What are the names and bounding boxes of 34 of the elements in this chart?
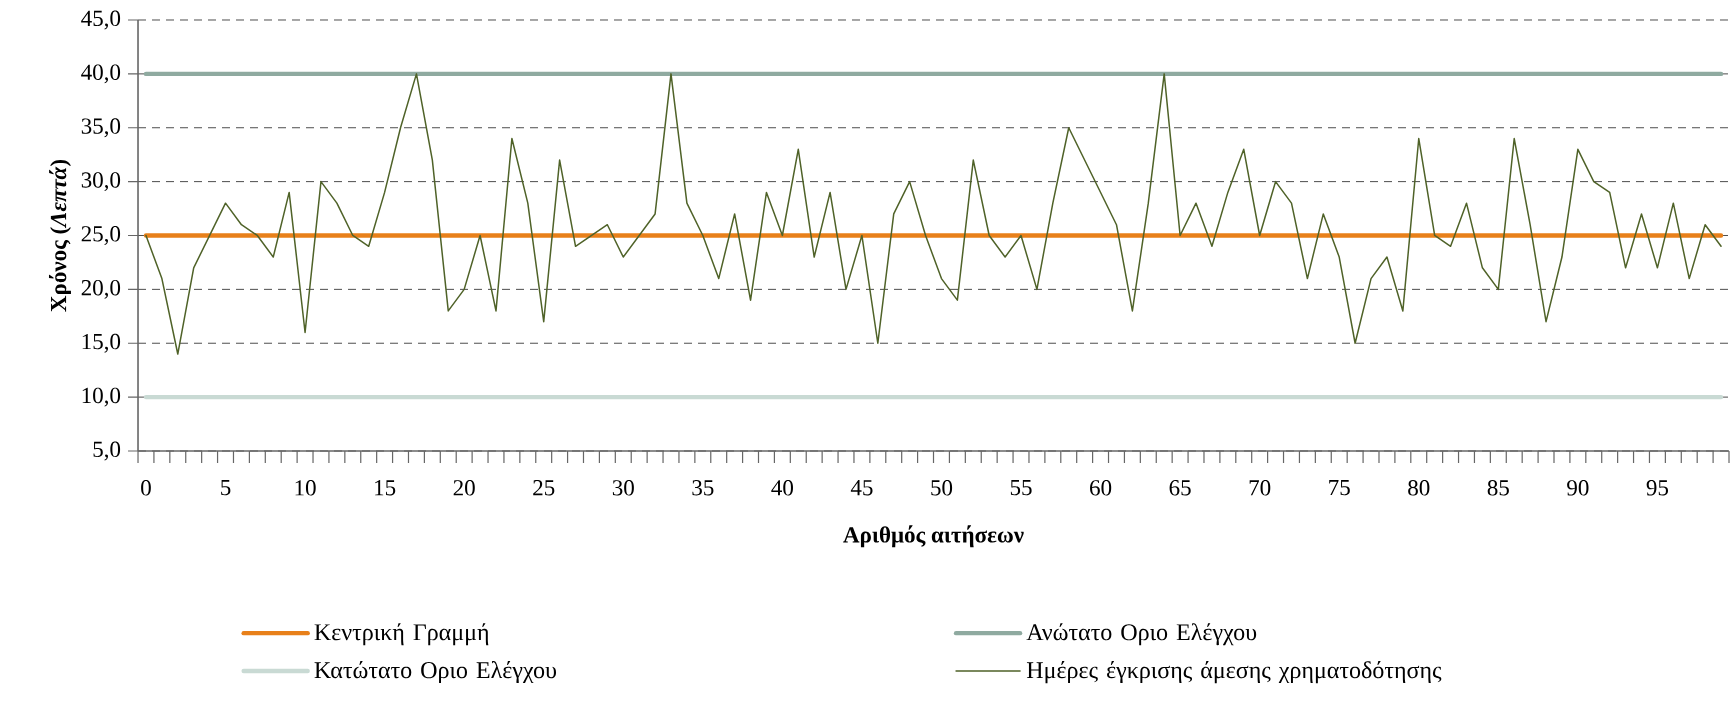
x-tick-label: 40 <box>771 480 793 496</box>
x-tick-label: 35 <box>692 480 714 496</box>
x-tick-label: 80 <box>1408 480 1430 496</box>
x-tick-label: 85 <box>1487 480 1509 496</box>
x-tick-label: 45 <box>850 480 873 496</box>
x-tick-label: 30 <box>612 480 634 496</box>
x-tick-label: 95 <box>1646 480 1669 496</box>
y-tick-label: 40,0 <box>81 64 121 84</box>
y-tick-label: 45,0 <box>81 10 121 30</box>
x-tick-label: 65 <box>1169 480 1191 496</box>
x-tick-label: 20 <box>453 480 475 496</box>
y-tick-label: 20,0 <box>81 279 121 299</box>
x-tick-label: 0 <box>141 480 151 496</box>
x-tick-label: 75 <box>1329 480 1350 496</box>
x-tick-label: 50 <box>931 480 953 496</box>
x-tick-label: 55 <box>1010 480 1032 496</box>
x-axis-title: Αριθμός αιτήσεων <box>843 525 1024 548</box>
y-tick-label: 25,0 <box>81 226 121 245</box>
x-tick-label: 15 <box>375 480 396 496</box>
x-tick-label: 60 <box>1090 480 1112 496</box>
legend-label: Ανώτατο Οριο Ελέγχου <box>1026 623 1257 646</box>
x-tick-label: 10 <box>295 480 316 496</box>
x-tick-label: 90 <box>1567 480 1589 496</box>
y-tick-label: 5,0 <box>93 441 121 461</box>
y-tick-label: 30,0 <box>81 172 121 192</box>
y-tick-label: 15,0 <box>82 333 121 353</box>
y-tick-label: 10,0 <box>82 387 121 407</box>
x-tick-label: 70 <box>1249 480 1271 496</box>
x-tick-label: 5 <box>221 480 231 496</box>
legend-label: Κεντρική Γραμμή <box>314 623 489 646</box>
legend-label: Ημέρες έγκρισης άμεσης χρηματοδότησης <box>1026 661 1442 684</box>
x-tick-label: 25 <box>533 480 555 496</box>
legend-label: Κατώτατο Οριο Ελέγχου <box>314 661 557 684</box>
y-tick-label: 35,0 <box>81 118 121 138</box>
